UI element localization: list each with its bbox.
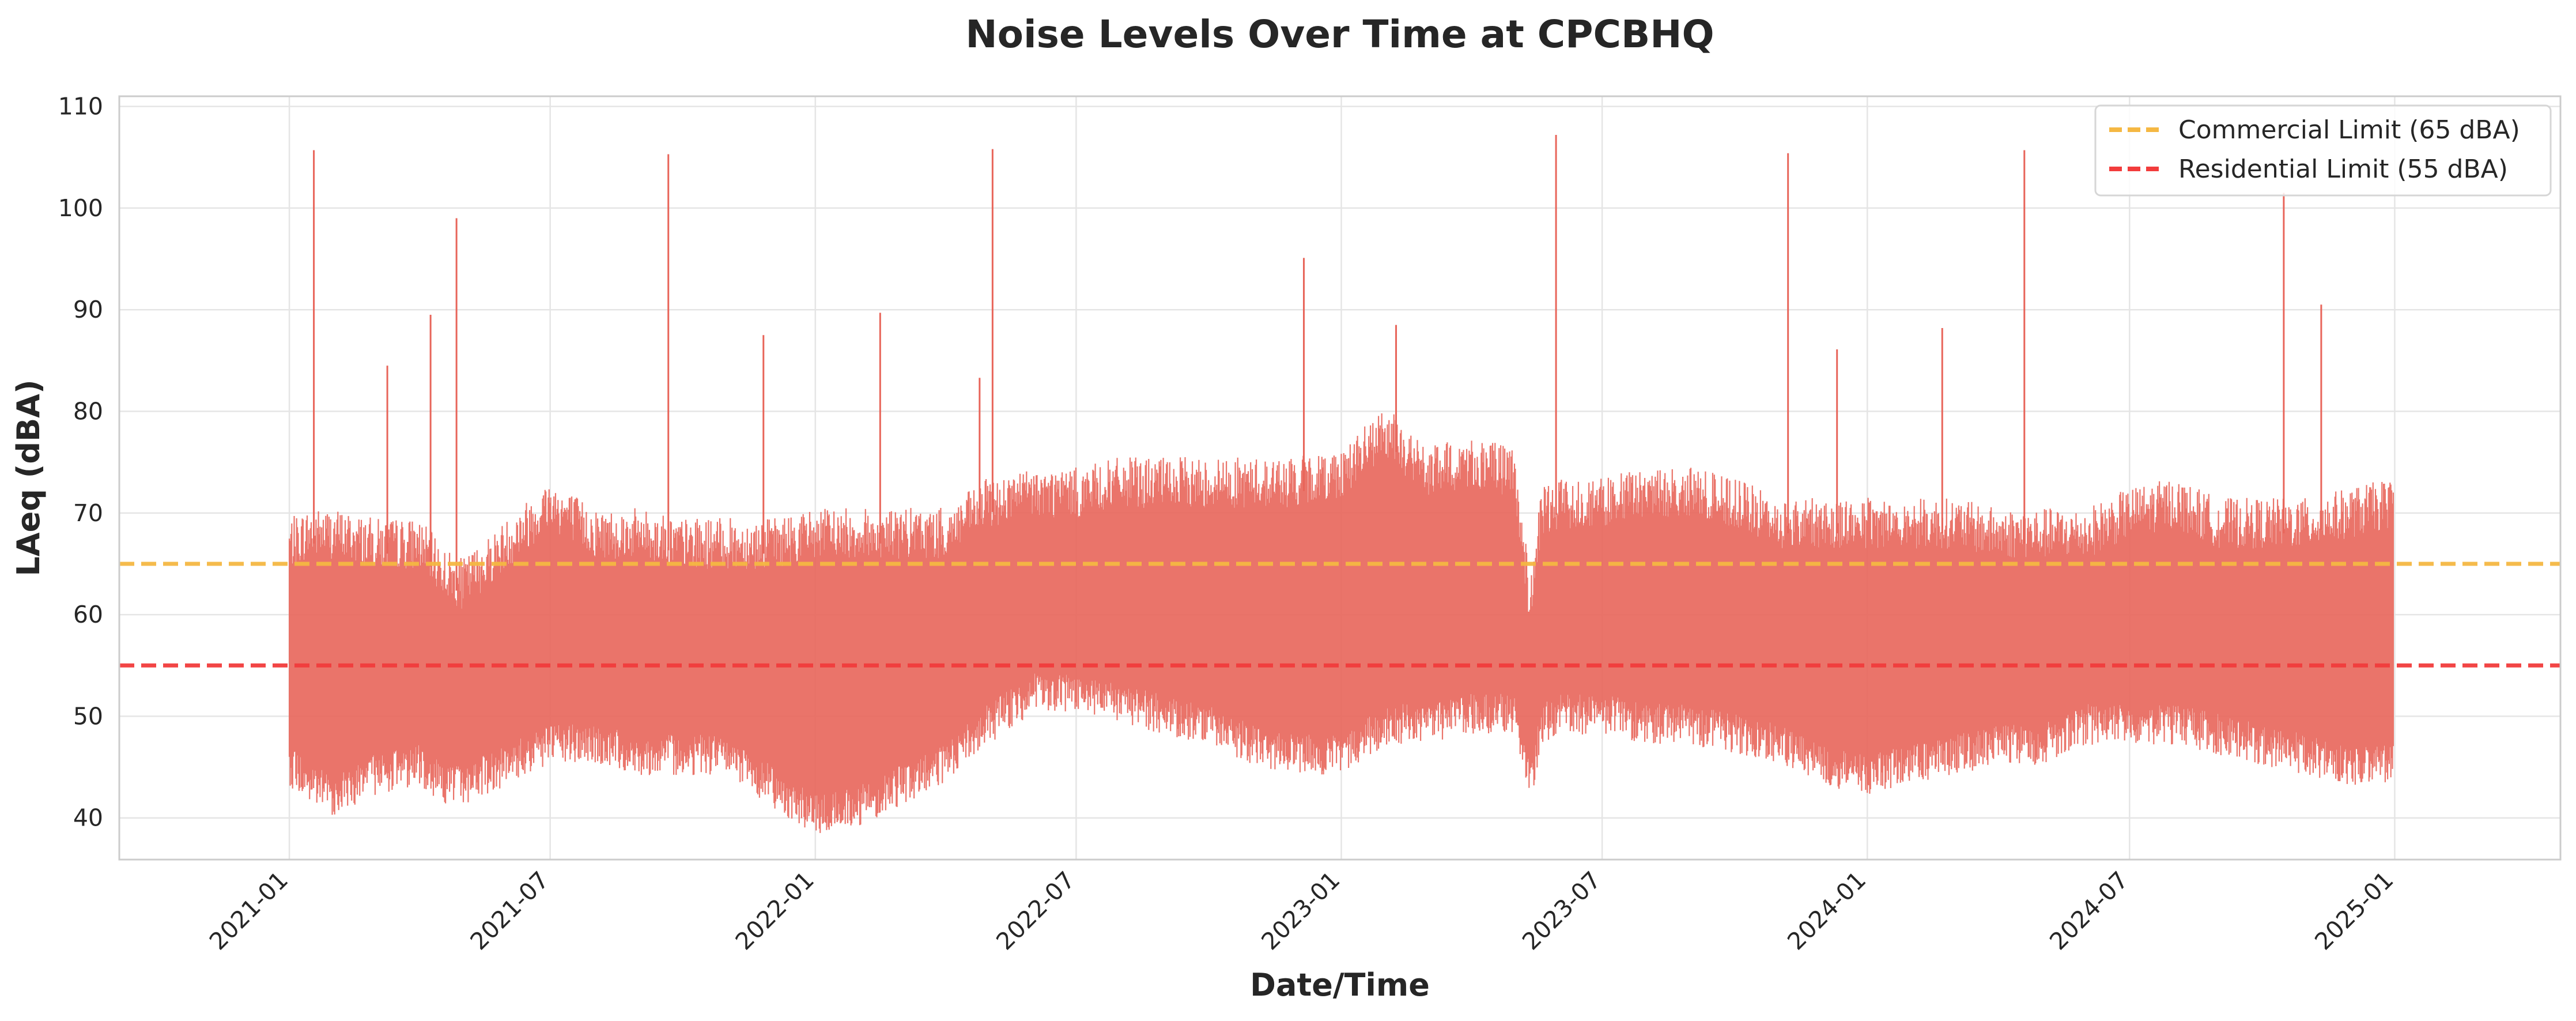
x-tick-label: 2025-01 (2309, 866, 2399, 955)
legend-commercial-label: Commercial Limit (65 dBA) (2178, 115, 2520, 145)
y-tick-label: 80 (73, 398, 103, 425)
x-axis-label: Date/Time (1250, 967, 1430, 1003)
x-tick-label: 2023-07 (1517, 866, 1606, 955)
y-tick-label: 90 (73, 296, 103, 323)
x-tick-label: 2024-07 (2044, 866, 2133, 955)
noise-series-line (289, 413, 2394, 833)
y-tick-label: 50 (73, 702, 103, 730)
legend: Commercial Limit (65 dBA) Residential Li… (2094, 104, 2552, 197)
x-tick-label: 2022-01 (730, 866, 819, 955)
reference-lines (119, 562, 2560, 668)
x-tick-label: 2023-01 (1256, 866, 1345, 955)
y-tick-labels: 40 50 60 70 80 90 100 110 (58, 93, 103, 832)
x-tick-label: 2021-01 (204, 866, 293, 955)
x-tick-label: 2021-07 (465, 866, 554, 955)
plot-frame (118, 95, 2562, 861)
y-axis-label: LAeq (dBA) (10, 379, 47, 576)
y-tick-label: 70 (73, 499, 103, 527)
y-tick-label: 100 (58, 194, 103, 222)
legend-residential-label: Residential Limit (55 dBA) (2178, 155, 2508, 184)
noise-series (289, 134, 2394, 833)
y-tick-label: 60 (73, 601, 103, 628)
x-tick-labels: 2021-01 2021-07 2022-01 2022-07 2023-01 2023-… (204, 866, 2399, 955)
x-tick-label: 2024-01 (1782, 866, 1871, 955)
x-tick-label: 2022-07 (991, 866, 1080, 955)
y-tick-label: 40 (73, 804, 103, 832)
y-tick-label: 110 (58, 93, 103, 120)
chart-title: Noise Levels Over Time at CPCBHQ (965, 12, 1714, 56)
legend-box (2094, 104, 2552, 197)
